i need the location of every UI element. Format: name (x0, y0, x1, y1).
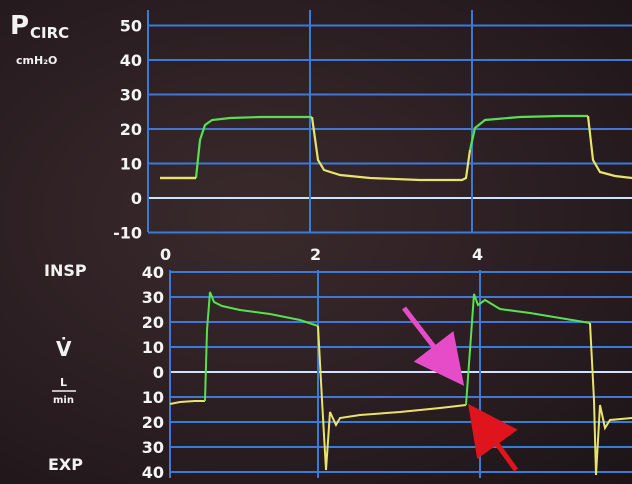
pressure-wave-insp-1 (194, 115, 312, 179)
flow-y-tick: 10 (142, 388, 164, 407)
flow-wave-exp-2 (589, 322, 632, 476)
pressure-y-tick: 50 (120, 17, 142, 36)
flow-y-ticks: 40 30 20 10 0 10 20 30 40 (142, 263, 164, 482)
pressure-title-sub: CIRC (30, 24, 69, 42)
flow-wave-pre (169, 400, 205, 405)
pressure-title: P (10, 11, 29, 41)
pressure-y-tick: 10 (120, 155, 142, 174)
flow-unit-num: L (60, 376, 67, 389)
pressure-wave-exp-3 (586, 115, 632, 180)
flow-y-tick: 30 (142, 288, 164, 307)
pressure-grid (148, 24, 632, 234)
pressure-y-ticks: 50 40 30 20 10 0 -10 (113, 17, 142, 243)
pressure-y-tick: 20 (120, 120, 142, 139)
flow-unit-den: min (53, 395, 74, 406)
flow-wave-insp-2 (465, 293, 591, 406)
flow-exp-label: EXP (48, 455, 83, 474)
flow-symbol: V̇ (56, 337, 72, 361)
flow-y-tick: 0 (153, 363, 164, 382)
pressure-wave-exp-1 (310, 116, 472, 182)
flow-y-tick: 10 (142, 338, 164, 357)
time-tick-2: 2 (310, 245, 321, 264)
time-tick-0: 0 (160, 245, 171, 264)
pressure-y-tick: -10 (113, 224, 142, 243)
flow-y-tick: 20 (142, 413, 164, 432)
pressure-unit: cmH₂O (16, 54, 57, 67)
flow-y-tick: 30 (142, 438, 164, 457)
flow-insp-label: INSP (44, 261, 87, 280)
pressure-y-tick: 40 (120, 51, 142, 70)
flow-y-tick: 40 (142, 463, 164, 482)
pressure-y-tick: 0 (131, 189, 142, 208)
time-axis: 0 2 4 (160, 245, 483, 264)
flow-y-tick: 40 (142, 263, 164, 282)
flow-panel: INSP V̇ L min EXP 40 30 20 10 0 10 20 30 40 (44, 261, 632, 482)
pressure-wave-insp-2 (468, 114, 588, 151)
pressure-y-tick: 30 (120, 86, 142, 105)
flow-wave-insp-1 (204, 291, 319, 402)
pressure-panel: P CIRC cmH₂O 50 40 30 20 10 0 -10 (10, 10, 632, 243)
flow-grid (170, 271, 632, 473)
flow-wave-exp-1 (317, 325, 467, 471)
flow-y-tick: 20 (142, 313, 164, 332)
pink-arrow (402, 306, 465, 386)
red-arrow (468, 403, 519, 472)
time-tick-4: 4 (472, 245, 483, 264)
